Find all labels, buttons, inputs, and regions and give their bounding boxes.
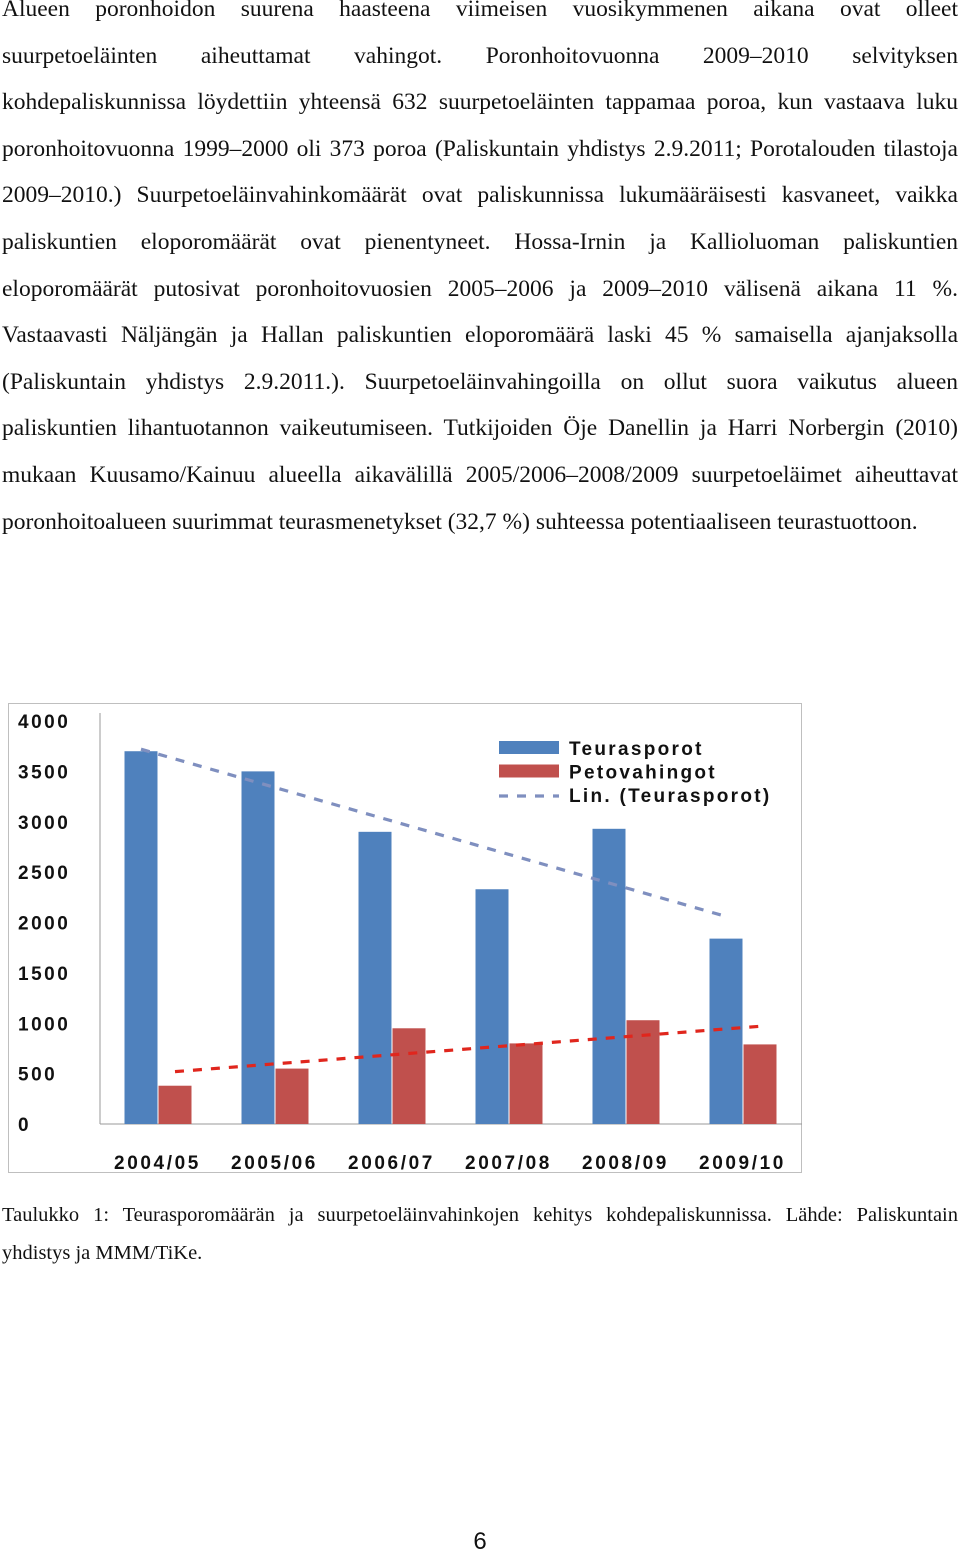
- bar-teurasporot-2004-05: [124, 751, 158, 1124]
- category-label: 2008/09: [582, 1153, 669, 1174]
- trendline-teurasporot: [140, 747, 727, 918]
- y-tick-label: 0: [18, 1115, 31, 1136]
- category-label: 2009/10: [699, 1153, 786, 1174]
- legend-label-trendline: Lin. (Teurasporot): [569, 786, 772, 807]
- legend-swatch-petovahingot: [499, 764, 559, 778]
- bar-petovahingot-2004-05: [158, 1085, 192, 1124]
- bar-chart: 0 500 1000 1500 2000 2500 3000 3500 4000 2004/05 2…: [8, 703, 802, 1174]
- category-label: 2006/07: [348, 1153, 435, 1174]
- category-label: 2005/06: [231, 1153, 318, 1174]
- bar-petovahingot-2009-10: [743, 1044, 777, 1124]
- bar-petovahingot-2006-07: [392, 1028, 426, 1124]
- page-number: 6: [473, 1528, 487, 1555]
- y-tick-label: 3500: [18, 762, 70, 783]
- category-label: 2004/05: [114, 1153, 201, 1174]
- bar-petovahingot-2005-06: [275, 1068, 309, 1124]
- legend-label-petovahingot: Petovahingot: [569, 763, 717, 784]
- bar-petovahingot-2007-08: [509, 1043, 543, 1124]
- bar-teurasporot-2005-06: [241, 771, 275, 1124]
- trendline-petovahingot: [174, 1024, 761, 1074]
- category-label: 2007/08: [465, 1153, 552, 1174]
- y-tick-label: 1000: [18, 1014, 70, 1035]
- y-tick-label: 1500: [18, 964, 70, 985]
- y-tick-label: 500: [18, 1065, 57, 1086]
- y-tick-label: 4000: [18, 712, 70, 733]
- bar-teurasporot-2008-09: [592, 828, 626, 1124]
- chart-canvas: 0 500 1000 1500 2000 2500 3000 3500 4000 2004/05 2…: [18, 712, 802, 1174]
- legend-swatch-teurasporot: [499, 741, 559, 754]
- bar-teurasporot-2006-07: [358, 831, 392, 1124]
- bar-teurasporot-2007-08: [475, 889, 509, 1124]
- legend-label-teurasporot: Teurasporot: [569, 739, 704, 760]
- y-tick-label: 2500: [18, 863, 70, 884]
- figure-caption: Taulukko 1: Teurasporomäärän ja suurpeto…: [2, 1204, 958, 1264]
- y-tick-label: 3000: [18, 813, 70, 834]
- y-tick-label: 2000: [18, 914, 70, 935]
- body-paragraph: Alueen poronhoidon suurena haasteena vii…: [2, 0, 958, 535]
